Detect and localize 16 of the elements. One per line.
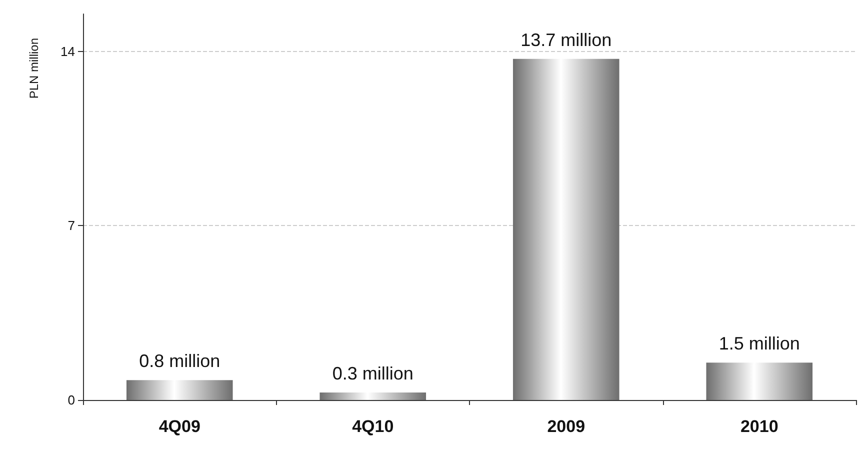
y-tick-label: 0 [68, 392, 75, 408]
bar [320, 392, 426, 400]
y-tick-label: 7 [68, 218, 75, 234]
x-tick-label: 4Q09 [158, 417, 200, 436]
x-tick-label: 2009 [547, 417, 586, 436]
x-tick-label: 4Q10 [352, 417, 394, 436]
y-tick-label: 14 [60, 44, 75, 59]
bar [512, 58, 620, 400]
data-label: 1.5 million [718, 334, 800, 354]
data-label: 0.8 million [139, 351, 220, 372]
bar [126, 380, 233, 400]
y-axis-title: PLN million [27, 38, 41, 99]
data-label: 0.3 million [332, 364, 414, 384]
x-tick-label: 2010 [740, 417, 778, 436]
data-label: 13.7 million [520, 30, 612, 50]
bar [706, 362, 813, 400]
